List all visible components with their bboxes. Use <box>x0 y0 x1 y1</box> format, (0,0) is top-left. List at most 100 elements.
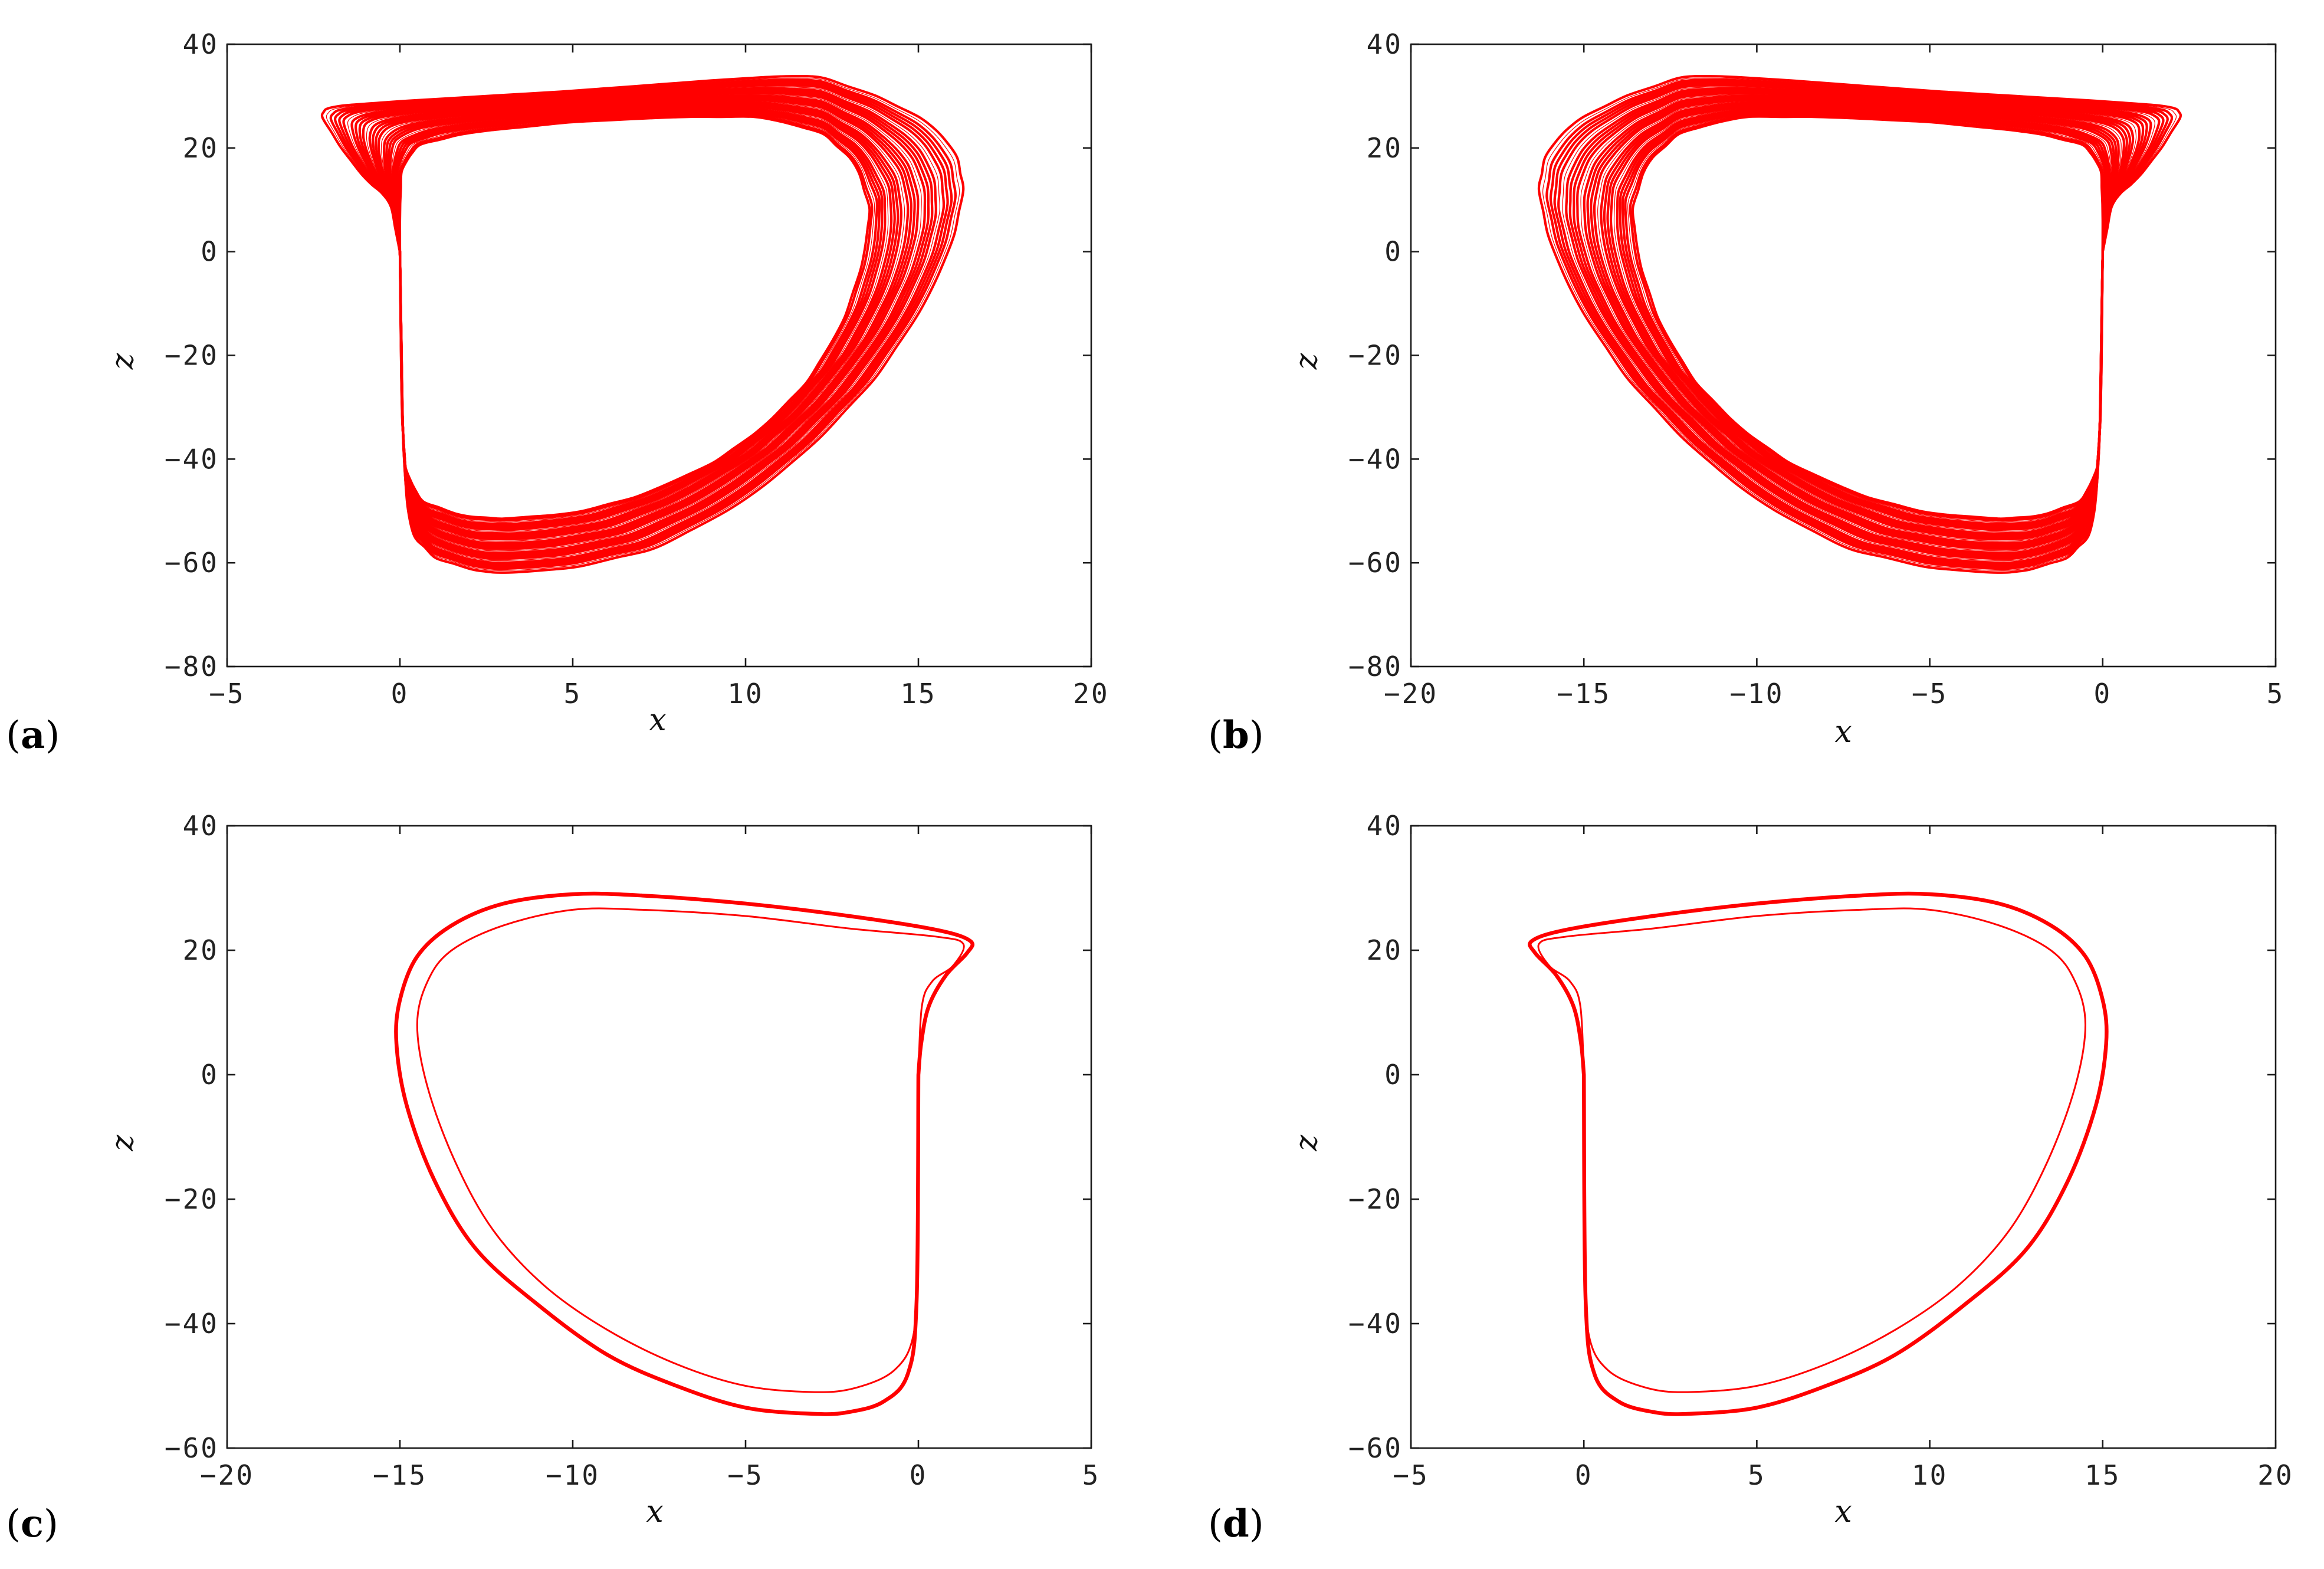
y-tick-label: −80 <box>1348 651 1403 682</box>
x-tick-label: 5 <box>2267 678 2285 710</box>
y-tick-label: 20 <box>183 132 219 164</box>
y-axis-label: z <box>1289 353 1324 370</box>
trajectory-series <box>394 891 974 1416</box>
trajectory-series <box>1537 907 2086 1393</box>
y-tick-label: −20 <box>1348 340 1403 372</box>
y-tick-label: 20 <box>183 934 219 966</box>
trajectory-series <box>338 82 949 566</box>
trajectory-series <box>1562 86 2155 562</box>
x-tick-label: −5 <box>1393 1459 1429 1491</box>
x-tick-label: 20 <box>1073 678 1109 710</box>
plot-frame <box>226 825 1092 1449</box>
y-tick-label: −20 <box>165 1183 219 1215</box>
trajectory-series <box>1565 87 2152 560</box>
y-tick-label: −40 <box>1348 1308 1403 1340</box>
y-tick-label: −60 <box>165 547 219 579</box>
trajectory-series <box>391 107 889 532</box>
trajectory-series <box>1609 105 2114 535</box>
trajectory-series <box>1545 78 2174 570</box>
y-tick-label: −60 <box>1348 547 1403 579</box>
trajectory-series <box>416 907 965 1393</box>
x-axis-label: x <box>1834 714 1852 750</box>
trajectory-series <box>387 104 896 537</box>
y-tick-label: −60 <box>165 1432 219 1464</box>
x-axis-label: x <box>649 703 666 738</box>
trajectory-series <box>398 115 871 520</box>
y-tick-label: 40 <box>1367 810 1403 842</box>
y-tick-label: 40 <box>1367 28 1403 60</box>
trajectory-series <box>342 83 946 564</box>
y-tick-label: −40 <box>165 443 219 475</box>
trajectory-series <box>1537 74 2182 574</box>
panel-b: −20 −15 −10 −5 0 5 −80 −60 −40 −20 0 20 40 x z (b) <box>1208 28 2285 757</box>
trajectory-series <box>1593 99 2126 544</box>
trajectory-series <box>371 96 916 549</box>
trajectory-series <box>1621 110 2109 527</box>
trajectory-series <box>329 78 957 570</box>
y-tick-label: −60 <box>1348 1432 1403 1464</box>
trajectory-series <box>377 99 910 544</box>
trajectory-series <box>385 102 900 539</box>
panel-label: (a) <box>6 713 60 757</box>
trajectory-series <box>1568 88 2148 559</box>
x-tick-label: −20 <box>200 1459 254 1491</box>
x-tick-label: 5 <box>1082 1459 1101 1491</box>
trajectory-series <box>1553 82 2165 566</box>
trajectory-series <box>391 107 887 531</box>
plot-frame <box>1410 825 2277 1449</box>
trajectory-series <box>382 101 903 541</box>
y-tick-label: 20 <box>1367 934 1403 966</box>
y-tick-label: 0 <box>1384 236 1403 268</box>
trajectory-group <box>320 74 965 574</box>
trajectory-series <box>334 80 953 568</box>
trajectory-series <box>1586 96 2132 549</box>
x-tick-label: 20 <box>2257 1459 2293 1491</box>
trajectory-series <box>1629 114 2105 522</box>
y-tick-label: −20 <box>1348 1183 1403 1215</box>
trajectory-series <box>1619 109 2110 530</box>
y-axis-label: z <box>105 1134 140 1151</box>
trajectory-series <box>1549 80 2169 568</box>
trajectory-series <box>1576 91 2141 554</box>
panel-d: −5 0 5 10 15 20 −60 −40 −20 0 20 40 x z (d) <box>1208 810 2293 1546</box>
panel-c: −20 −15 −10 −5 0 5 −60 −40 −20 0 20 40 x z (c) <box>6 810 1101 1546</box>
y-tick-label: 20 <box>1367 132 1403 164</box>
y-tick-label: −80 <box>165 651 219 682</box>
x-tick-label: 10 <box>727 678 763 710</box>
x-tick-label: −5 <box>727 1459 763 1491</box>
x-tick-label: 15 <box>900 678 936 710</box>
trajectory-series <box>1528 891 2109 1416</box>
trajectory-series <box>396 111 879 526</box>
trajectory-group <box>1537 74 2182 574</box>
trajectory-series <box>394 110 881 527</box>
x-tick-label: 5 <box>1748 1459 1766 1491</box>
trajectory-series <box>368 94 920 550</box>
trajectory-series <box>350 87 937 560</box>
trajectory-series <box>347 86 941 562</box>
x-tick-label: 0 <box>910 1459 928 1491</box>
x-tick-label: −15 <box>1557 678 1611 710</box>
trajectory-series <box>1603 102 2118 539</box>
trajectory-series <box>354 88 934 559</box>
x-axis-label: x <box>1834 1494 1852 1529</box>
x-axis-label: x <box>646 1494 663 1529</box>
trajectory-series <box>1597 101 2122 541</box>
y-axis-label: z <box>1289 1134 1324 1151</box>
trajectory-series <box>1627 113 2105 523</box>
y-tick-label: −40 <box>1348 443 1403 475</box>
panel-label: (b) <box>1208 713 1264 757</box>
y-axis-label: z <box>105 353 140 370</box>
panel-a: −5 0 5 10 15 20 −80 −60 −40 −20 0 20 40 x z (a) <box>6 28 1109 757</box>
x-tick-label: −20 <box>1384 678 1438 710</box>
trajectory-series <box>320 74 965 574</box>
trajectory-series <box>1600 101 2120 541</box>
trajectory-series <box>1631 115 2104 520</box>
y-tick-label: 40 <box>183 810 219 842</box>
trajectory-series <box>326 77 960 572</box>
trajectory-series <box>358 90 930 556</box>
x-tick-label: 0 <box>1575 1459 1593 1491</box>
trajectory-series <box>1580 94 2137 552</box>
trajectory-series <box>1583 94 2135 550</box>
y-tick-label: −20 <box>165 340 219 372</box>
